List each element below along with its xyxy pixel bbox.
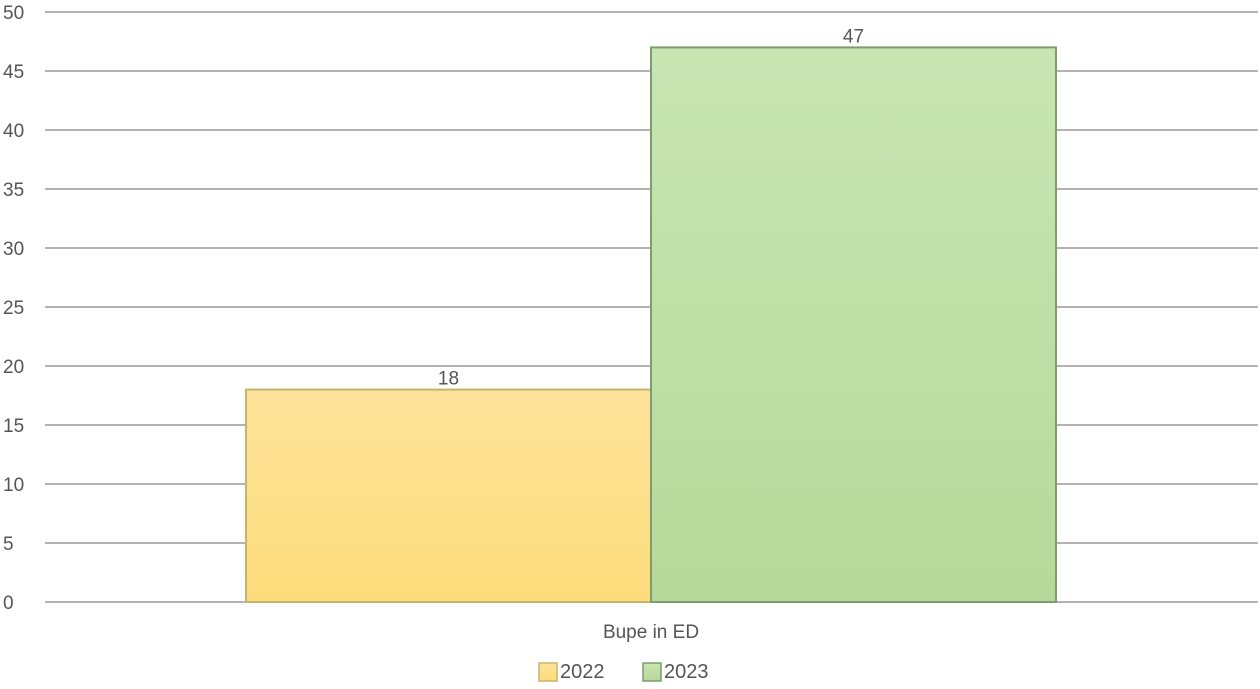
- x-tick-label: Bupe in ED: [603, 622, 699, 643]
- y-tick-label: 0: [3, 593, 14, 614]
- data-label-2022: 18: [438, 369, 459, 390]
- legend: 2022 2023: [538, 661, 709, 683]
- x-axis-ticks: Bupe in ED: [603, 622, 699, 643]
- legend-item-2023: 2023: [642, 661, 709, 683]
- legend-label: 2022: [560, 661, 605, 683]
- y-axis-ticks: 0 5 10 15 20 25 30 35 40 45 50: [3, 3, 24, 614]
- y-tick-label: 20: [3, 357, 24, 378]
- bar-2022: [245, 388, 652, 603]
- y-tick-label: 40: [3, 121, 24, 142]
- legend-swatch: [538, 662, 558, 682]
- bars: [245, 46, 1057, 603]
- y-tick-label: 25: [3, 298, 24, 319]
- y-tick-label: 10: [3, 475, 24, 496]
- y-tick-label: 45: [3, 62, 24, 83]
- legend-item-2022: 2022: [538, 661, 605, 683]
- y-tick-label: 35: [3, 180, 24, 201]
- y-tick-label: 50: [3, 3, 24, 24]
- legend-swatch: [642, 662, 662, 682]
- data-label-2023: 47: [843, 26, 864, 47]
- bar-2023: [650, 46, 1057, 603]
- y-tick-label: 5: [3, 534, 14, 555]
- y-tick-label: 15: [3, 416, 24, 437]
- legend-label: 2023: [664, 661, 709, 683]
- y-tick-label: 30: [3, 239, 24, 260]
